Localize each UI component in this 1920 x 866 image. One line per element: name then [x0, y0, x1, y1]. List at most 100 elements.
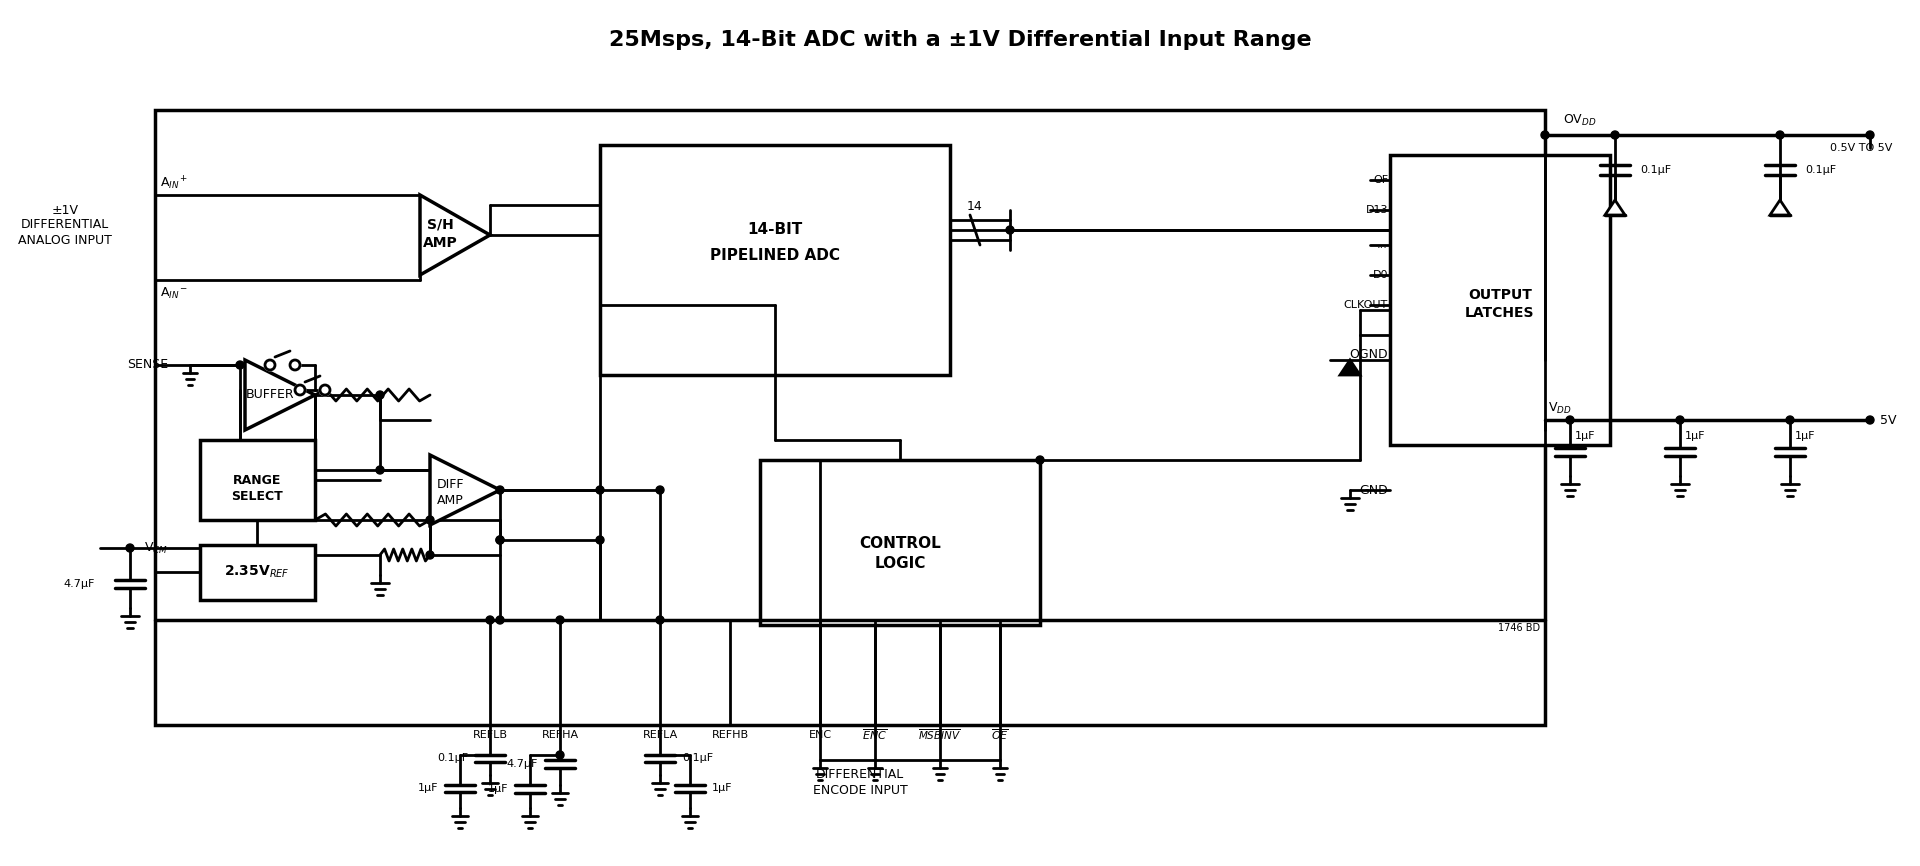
- Text: RANGE: RANGE: [232, 474, 280, 487]
- Text: 4.7μF: 4.7μF: [507, 759, 538, 769]
- Text: D0: D0: [1373, 270, 1388, 280]
- Text: 14-BIT: 14-BIT: [747, 223, 803, 237]
- Text: 0.1μF: 0.1μF: [1805, 165, 1836, 175]
- Circle shape: [1037, 456, 1044, 464]
- Bar: [599, 145, 950, 375]
- Text: $\overline{OE}$: $\overline{OE}$: [991, 727, 1008, 742]
- Text: A$_{IN}$$^-$: A$_{IN}$$^-$: [159, 286, 188, 301]
- Circle shape: [1567, 416, 1574, 424]
- Polygon shape: [420, 195, 490, 275]
- Circle shape: [557, 751, 564, 759]
- Bar: [200, 440, 315, 520]
- Text: 1μF: 1μF: [712, 783, 733, 793]
- Text: 0.1μF: 0.1μF: [682, 753, 712, 763]
- Circle shape: [321, 385, 330, 395]
- Circle shape: [1866, 131, 1874, 139]
- Circle shape: [1776, 131, 1784, 139]
- Text: ±1V: ±1V: [52, 204, 79, 216]
- Text: REFHA: REFHA: [541, 730, 578, 740]
- Text: BUFFER: BUFFER: [246, 389, 294, 402]
- Text: 1746 BD: 1746 BD: [1498, 623, 1540, 633]
- Text: LOGIC: LOGIC: [874, 555, 925, 571]
- Text: OF: OF: [1373, 175, 1388, 185]
- Text: ...: ...: [1377, 240, 1388, 250]
- Circle shape: [376, 391, 384, 399]
- Text: 1μF: 1μF: [417, 783, 438, 793]
- Text: 25Msps, 14-Bit ADC with a ±1V Differential Input Range: 25Msps, 14-Bit ADC with a ±1V Differenti…: [609, 30, 1311, 50]
- Circle shape: [657, 616, 664, 624]
- Circle shape: [557, 616, 564, 624]
- Polygon shape: [1770, 200, 1789, 215]
- Circle shape: [495, 536, 503, 544]
- Polygon shape: [430, 455, 499, 525]
- Text: ENCODE INPUT: ENCODE INPUT: [812, 784, 908, 797]
- Text: 2.35V$_{REF}$: 2.35V$_{REF}$: [225, 564, 290, 580]
- Text: $\overline{ENC}$: $\overline{ENC}$: [862, 727, 887, 742]
- Circle shape: [495, 616, 503, 624]
- Text: 0.1μF: 0.1μF: [1640, 165, 1670, 175]
- Text: LATCHES: LATCHES: [1465, 306, 1534, 320]
- Polygon shape: [1605, 200, 1624, 215]
- Text: S/H: S/H: [426, 218, 453, 232]
- Text: OGND: OGND: [1350, 348, 1388, 361]
- Bar: [156, 110, 1546, 725]
- Text: REFLA: REFLA: [643, 730, 678, 740]
- Text: SENSE: SENSE: [127, 359, 169, 372]
- Text: 0.1μF: 0.1μF: [438, 753, 468, 763]
- Circle shape: [1786, 416, 1793, 424]
- Text: OV$_{DD}$: OV$_{DD}$: [1563, 113, 1597, 127]
- Text: A$_{IN}$$^+$: A$_{IN}$$^+$: [159, 174, 188, 191]
- Circle shape: [265, 360, 275, 370]
- Circle shape: [1676, 416, 1684, 424]
- Circle shape: [296, 385, 305, 395]
- Circle shape: [595, 486, 605, 494]
- Text: 14: 14: [968, 201, 983, 214]
- Text: 4.7μF: 4.7μF: [63, 579, 94, 589]
- Text: PIPELINED ADC: PIPELINED ADC: [710, 248, 841, 262]
- Text: 1μF: 1μF: [488, 784, 509, 794]
- Text: 5V: 5V: [1880, 413, 1897, 426]
- Text: OUTPUT: OUTPUT: [1469, 288, 1532, 302]
- Text: SELECT: SELECT: [230, 490, 282, 503]
- Circle shape: [1006, 226, 1014, 234]
- Text: 1μF: 1μF: [1686, 431, 1705, 441]
- Text: DIFF: DIFF: [436, 479, 465, 492]
- Polygon shape: [1340, 360, 1359, 375]
- Circle shape: [495, 486, 503, 494]
- Text: D13: D13: [1365, 205, 1388, 215]
- Text: DIFFERENTIAL: DIFFERENTIAL: [21, 218, 109, 231]
- Circle shape: [426, 551, 434, 559]
- Text: DIFFERENTIAL: DIFFERENTIAL: [816, 768, 904, 781]
- Text: 1μF: 1μF: [1795, 431, 1816, 441]
- Text: $\overline{MSBINV}$: $\overline{MSBINV}$: [918, 727, 962, 742]
- Circle shape: [486, 616, 493, 624]
- Circle shape: [290, 360, 300, 370]
- Circle shape: [1866, 416, 1874, 424]
- Text: ANALOG INPUT: ANALOG INPUT: [17, 234, 111, 247]
- Text: CONTROL: CONTROL: [858, 535, 941, 551]
- Text: V$_{DD}$: V$_{DD}$: [1548, 400, 1572, 416]
- Text: AMP: AMP: [422, 236, 457, 250]
- Bar: [760, 460, 1041, 625]
- Circle shape: [376, 466, 384, 474]
- Text: ENC: ENC: [808, 730, 831, 740]
- Text: REFHB: REFHB: [712, 730, 749, 740]
- Circle shape: [127, 544, 134, 552]
- Text: GND: GND: [1359, 483, 1388, 496]
- Circle shape: [426, 516, 434, 524]
- Circle shape: [1542, 131, 1549, 139]
- Circle shape: [657, 486, 664, 494]
- Text: V$_{CM}$: V$_{CM}$: [144, 540, 169, 556]
- Text: AMP: AMP: [436, 494, 463, 507]
- Text: 1μF: 1μF: [1574, 431, 1596, 441]
- Polygon shape: [246, 360, 315, 430]
- Bar: [200, 545, 315, 600]
- Circle shape: [236, 361, 244, 369]
- Text: REFLB: REFLB: [472, 730, 507, 740]
- Text: 0.5V TO 5V: 0.5V TO 5V: [1830, 143, 1893, 153]
- Circle shape: [1611, 131, 1619, 139]
- Circle shape: [495, 536, 503, 544]
- Text: CLKOUT: CLKOUT: [1344, 300, 1388, 310]
- Circle shape: [595, 536, 605, 544]
- Bar: [1390, 155, 1611, 445]
